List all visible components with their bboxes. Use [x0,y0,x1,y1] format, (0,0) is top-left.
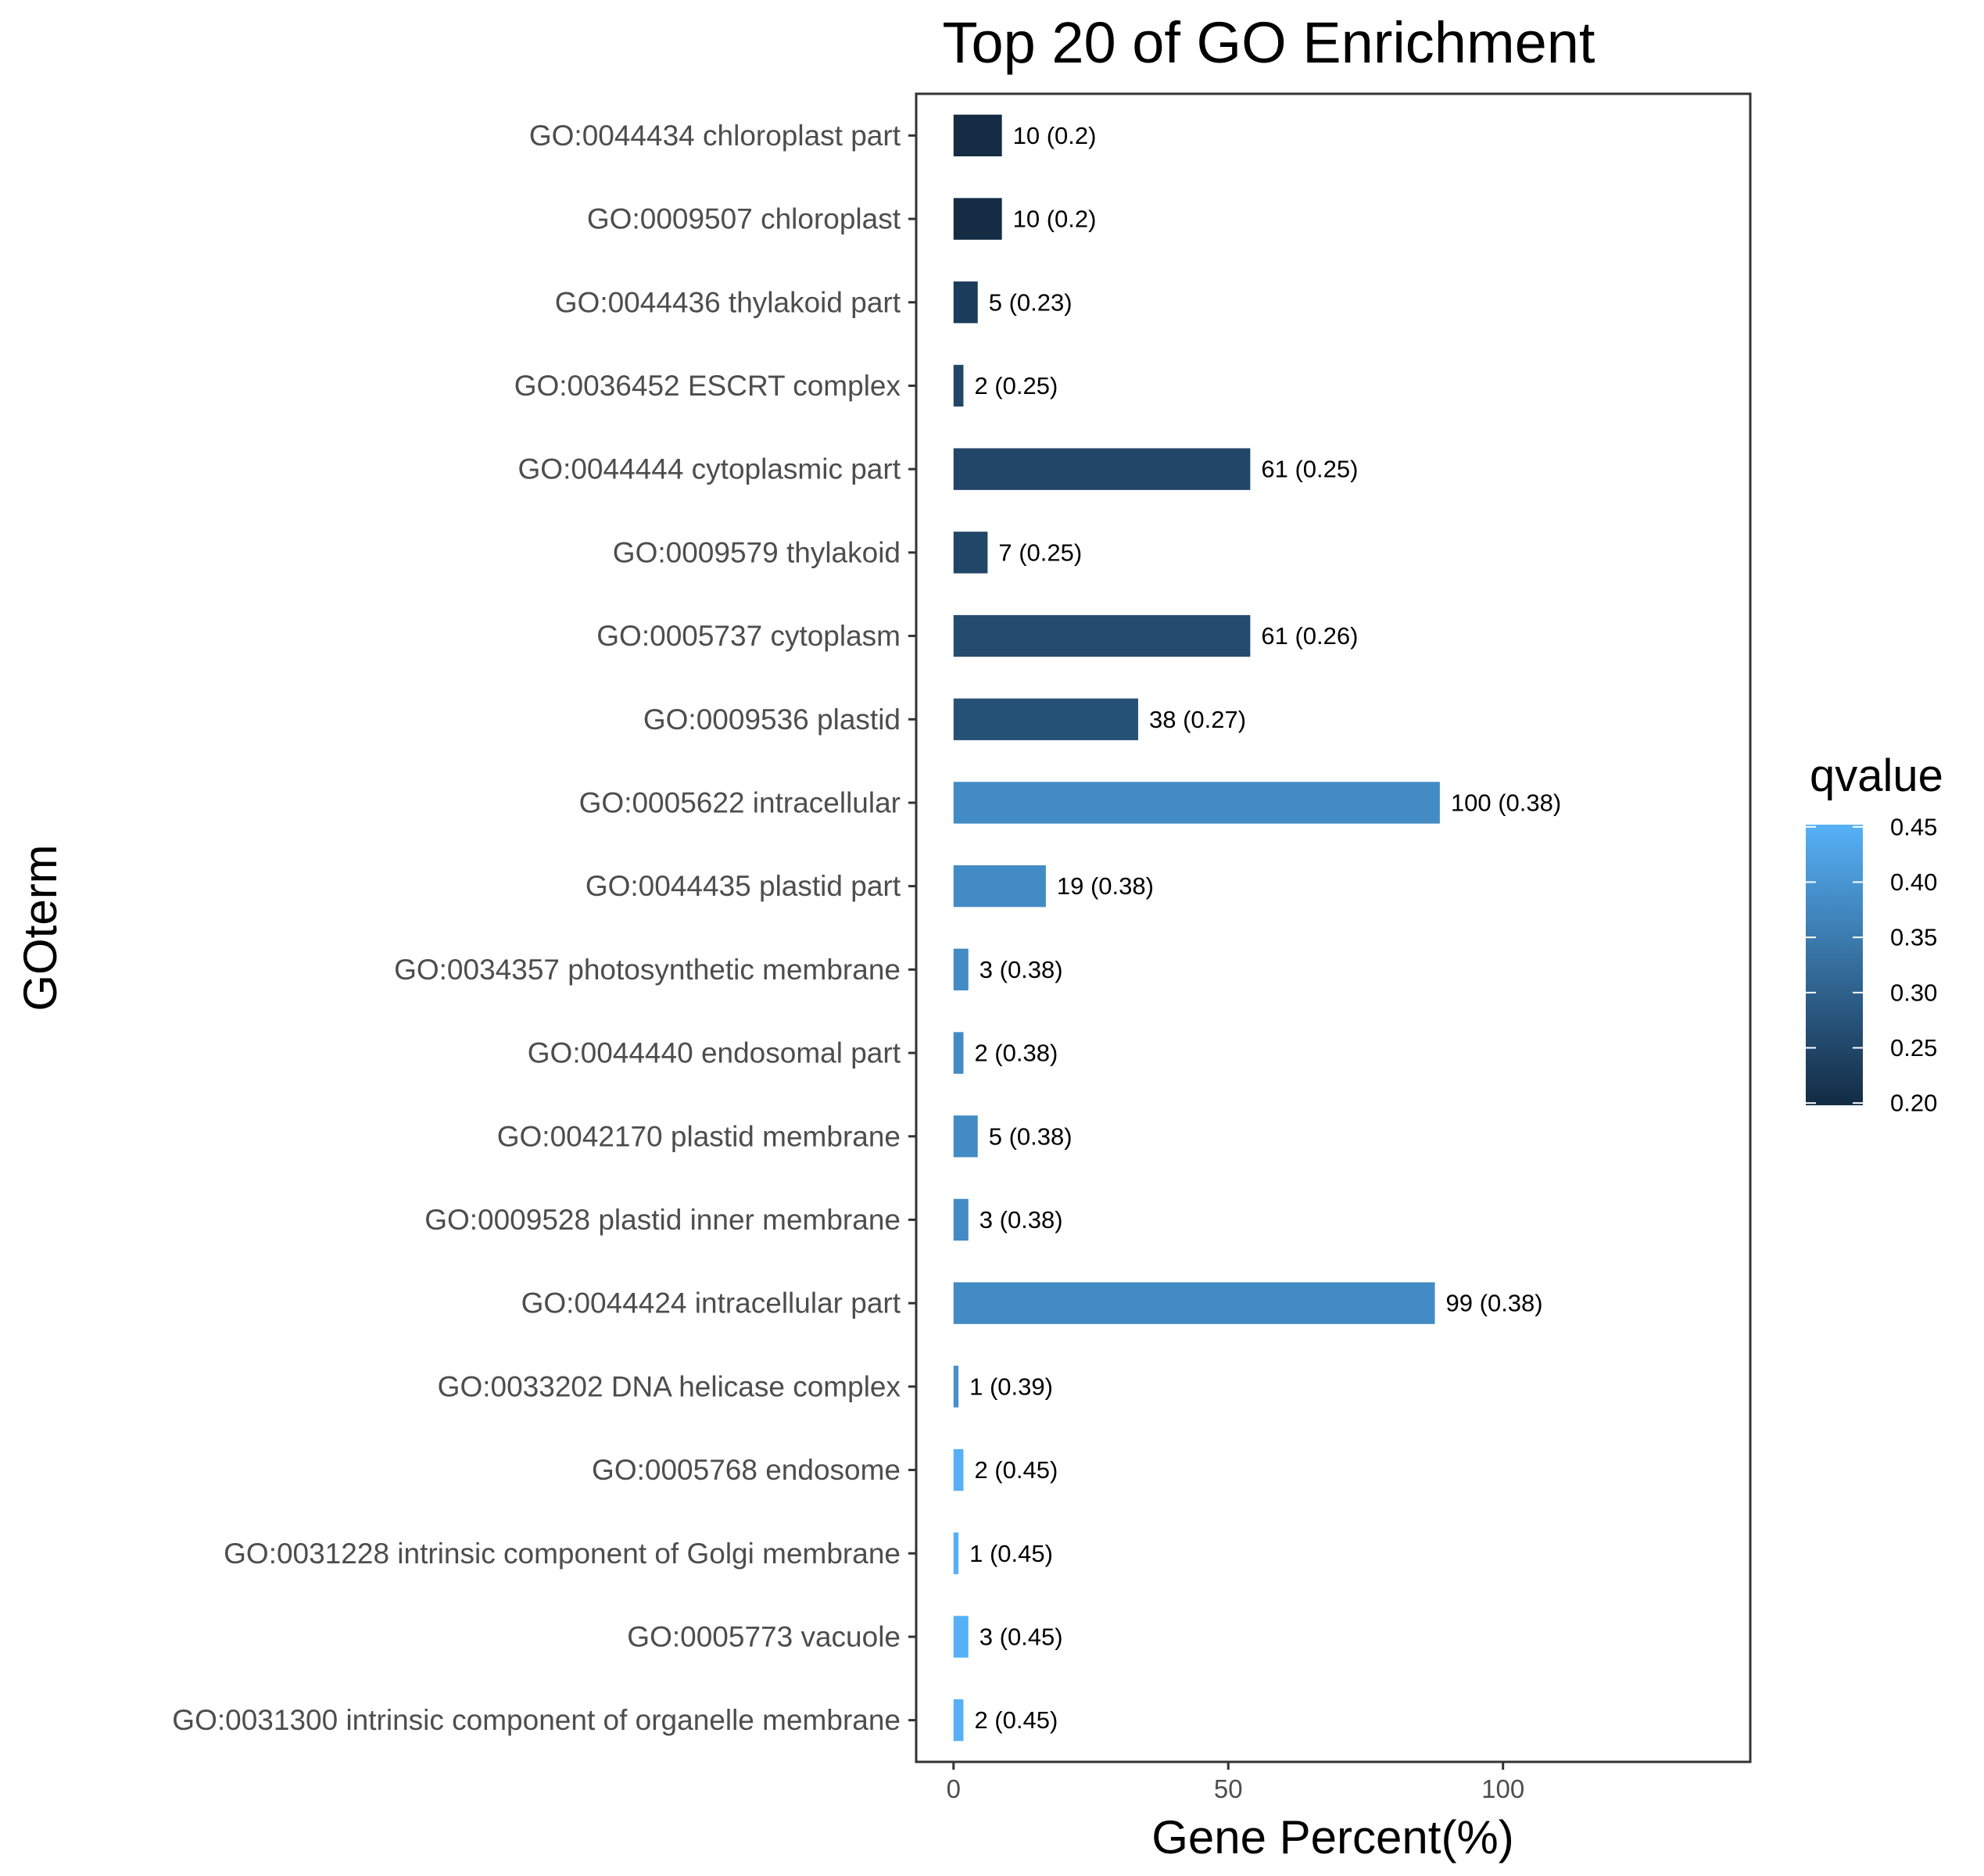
bar-value-label: 19 (0.38) [1057,872,1154,900]
x-axis-title: Gene Percent(%) [1151,1811,1514,1863]
legend-colorbar [1806,825,1863,1105]
legend-tick-label: 0.40 [1890,868,1937,896]
bar-value-label: 2 (0.45) [974,1706,1058,1734]
bar [953,782,1440,824]
y-tick-label: GO:0031228 intrinsic component of Golgi … [224,1538,901,1570]
plot-panel [915,92,1752,1763]
qvalue-legend: qvalue 0.45 0.40 0.35 0.30 0.25 0.20 [1806,750,1943,1117]
y-tick-label: GO:0034357 photosynthetic membrane [394,954,901,986]
bar-value-label: 3 (0.45) [979,1623,1063,1650]
chart-title: Top 20 of GO Enrichment [943,10,1595,75]
x-tick-label: 100 [1481,1774,1524,1803]
y-tick-label: GO:0005622 intracellular [579,786,901,818]
x-axis: 0 50 100 [947,1762,1524,1803]
bar-value-label: 1 (0.39) [969,1373,1053,1400]
y-tick-label: GO:0044440 endosomal part [528,1037,901,1069]
legend-tick-label: 0.20 [1890,1090,1937,1117]
bar [953,1448,964,1491]
bar-value-label: 5 (0.23) [989,288,1073,316]
bar-value-label: 99 (0.38) [1446,1290,1543,1317]
y-tick-label: GO:0044444 cytoplasmic part [518,453,901,485]
y-tick-label: GO:0009528 plastid inner membrane [424,1204,901,1236]
bars-layer [953,114,1440,1742]
bar-value-label: 100 (0.38) [1451,789,1561,816]
legend-tick-label: 0.30 [1890,979,1937,1006]
bar [953,198,1002,240]
y-tick-label: GO:0033202 DNA helicase complex [438,1370,901,1402]
bar-value-label: 10 (0.2) [1013,206,1097,233]
y-axis: GO:0044434 chloroplast part GO:0009507 ch… [172,120,916,1736]
y-tick-label: GO:0044434 chloroplast part [529,120,901,152]
bar-value-label: 1 (0.45) [969,1540,1053,1567]
legend-title: qvalue [1810,750,1943,801]
y-tick-label: GO:0005737 cytoplasm [596,620,901,652]
bar [953,1616,969,1658]
y-tick-label: GO:0044424 intracellular part [521,1287,901,1319]
bar [953,448,1251,490]
legend-tick-label: 0.35 [1890,924,1937,951]
bar-value-label: 2 (0.25) [974,372,1058,399]
bar-value-label: 2 (0.38) [974,1040,1058,1067]
y-tick-label: GO:0005768 endosome [592,1454,901,1486]
legend-tick-label: 0.25 [1890,1034,1937,1062]
y-tick-label: GO:0036452 ESCRT complex [514,370,901,402]
bar-value-label: 3 (0.38) [979,1206,1063,1233]
y-tick-label: GO:0044436 thylakoid part [555,286,901,318]
bar-value-label: 61 (0.25) [1261,456,1358,483]
bar [953,1699,964,1742]
bar-value-label: 38 (0.27) [1149,706,1246,733]
y-tick-label: GO:0005773 vacuole [627,1620,901,1652]
y-tick-label: GO:0009579 thylakoid [613,536,901,568]
bar [953,1032,964,1074]
y-tick-label: GO:0009507 chloroplast [587,203,901,235]
bar [953,614,1251,657]
y-tick-label: GO:0009536 plastid [643,704,901,736]
bar-value-label: 2 (0.45) [974,1456,1058,1484]
x-tick-label: 50 [1214,1774,1243,1803]
bar [953,1282,1435,1324]
bar-value-label: 5 (0.38) [989,1122,1073,1150]
bar [953,364,964,407]
bar [953,532,988,574]
bar [953,1198,969,1241]
y-axis-title: GOterm [14,844,66,1011]
bar [953,281,978,324]
bar [953,698,1138,740]
bar-value-label: 3 (0.38) [979,956,1063,983]
legend-tick-label: 0.45 [1890,813,1937,840]
x-tick-label: 0 [947,1774,961,1803]
y-tick-label: GO:0031300 intrinsic component of organe… [172,1704,901,1736]
bar [953,1532,959,1574]
bar [953,114,1002,157]
bar-value-label: 61 (0.26) [1261,622,1358,650]
bar [953,865,1046,908]
bar-value-label: 7 (0.25) [998,539,1082,566]
legend-ticks: 0.45 0.40 0.35 0.30 0.25 0.20 [1806,813,1937,1117]
bar [953,1115,978,1158]
bar [953,948,969,991]
bar-labels-layer: 10 (0.2) 10 (0.2) 5 (0.23) 2 (0.25) 61 (0.25… [969,122,1561,1734]
bar-value-label: 10 (0.2) [1013,122,1097,149]
bar [953,1366,959,1408]
y-tick-label: GO:0044435 plastid part [586,870,901,902]
y-tick-label: GO:0042170 plastid membrane [497,1120,901,1152]
